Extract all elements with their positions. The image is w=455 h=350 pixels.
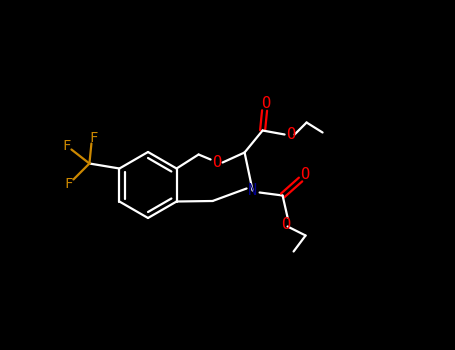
Text: O: O xyxy=(281,217,290,232)
Text: O: O xyxy=(261,96,270,111)
Text: N: N xyxy=(248,183,257,198)
Text: O: O xyxy=(286,127,295,142)
Text: F: F xyxy=(62,140,71,154)
Text: F: F xyxy=(64,176,73,190)
Text: O: O xyxy=(212,155,221,170)
Text: O: O xyxy=(300,167,309,182)
Text: F: F xyxy=(89,132,98,146)
